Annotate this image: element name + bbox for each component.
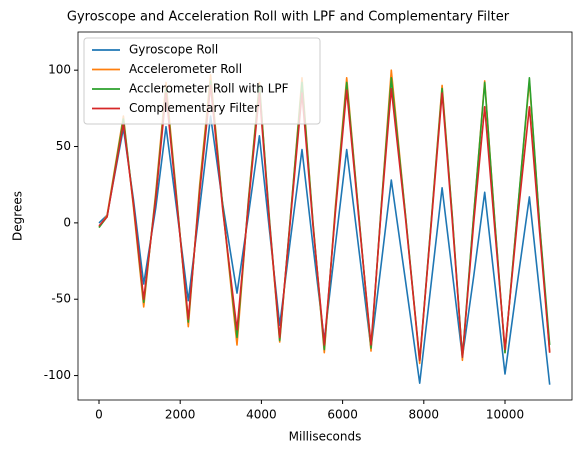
x-tick-label: 0 [95, 408, 103, 422]
x-tick-label: 10000 [486, 408, 524, 422]
legend-label: Accelerometer Roll [129, 62, 242, 76]
legend-label: Gyroscope Roll [129, 43, 218, 57]
y-tick-label: 0 [63, 215, 71, 229]
legend: Gyroscope Roll Accelerometer Roll Acclerom… [83, 37, 321, 125]
y-tick-label: 50 [56, 139, 71, 153]
plot-frame [77, 31, 573, 401]
chart-title: Gyroscope and Acceleration Roll with LPF… [67, 10, 510, 25]
legend-label: Acclerometer Roll with LPF [129, 82, 289, 96]
x-tick-label: 4000 [246, 408, 277, 422]
x-tick-label: 6000 [327, 408, 358, 422]
line-series [98, 84, 551, 362]
legend-label: Complementary Filter [129, 101, 259, 115]
y-axis-label: Degrees [11, 191, 25, 241]
y-tick-label: -100 [44, 368, 71, 382]
y-tick-label: -50 [51, 292, 71, 306]
x-tick-label: 2000 [165, 408, 196, 422]
legend-box [83, 37, 321, 125]
x-axis-label: Milliseconds [289, 430, 362, 444]
y-tick-label: 100 [48, 63, 71, 77]
x-tick-label: 8000 [409, 408, 440, 422]
